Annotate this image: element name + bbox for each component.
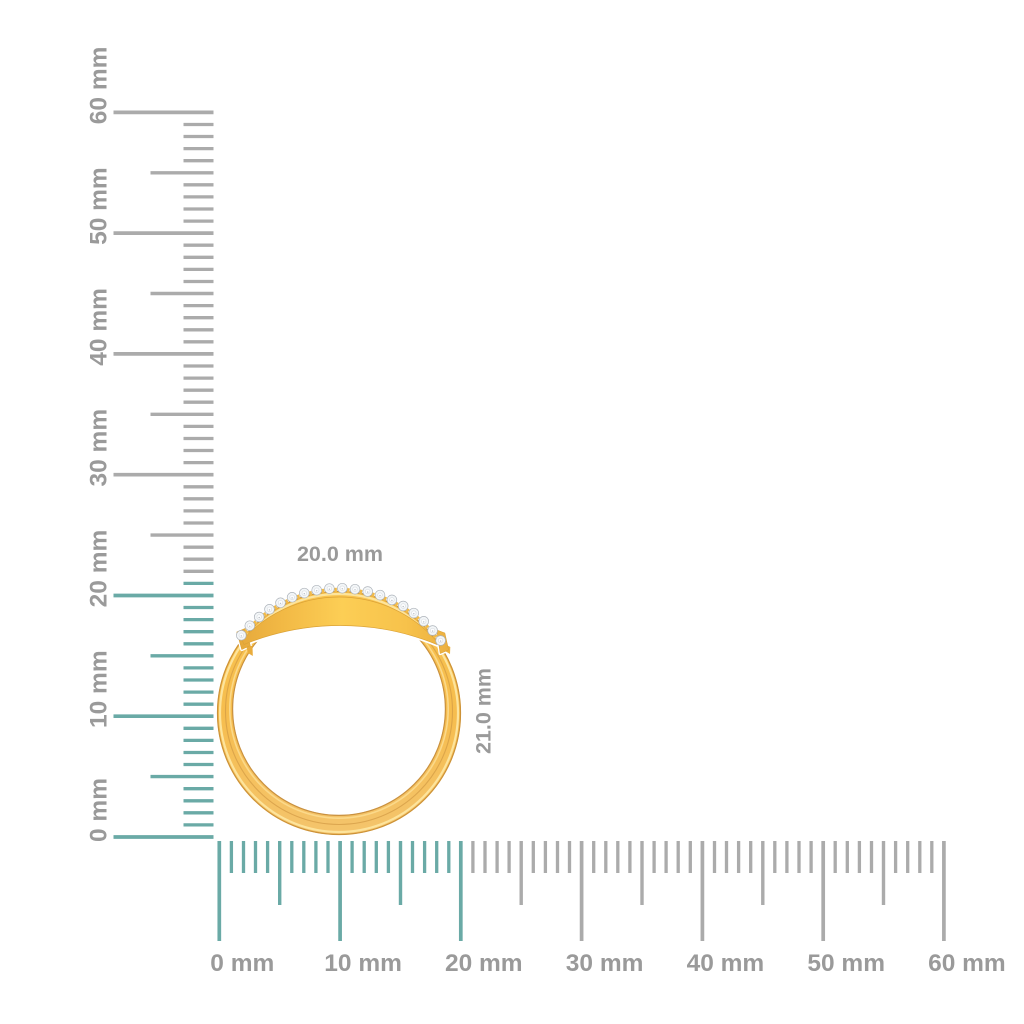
svg-text:50 mm: 50 mm bbox=[807, 950, 885, 977]
svg-text:10 mm: 10 mm bbox=[86, 650, 113, 728]
svg-text:40 mm: 40 mm bbox=[86, 288, 113, 366]
svg-text:21.0 mm: 21.0 mm bbox=[472, 668, 496, 754]
svg-text:10 mm: 10 mm bbox=[324, 950, 402, 977]
svg-text:60 mm: 60 mm bbox=[928, 950, 1006, 977]
svg-text:20 mm: 20 mm bbox=[86, 530, 113, 608]
svg-text:60 mm: 60 mm bbox=[86, 47, 113, 125]
svg-text:0 mm: 0 mm bbox=[210, 950, 274, 977]
svg-text:30 mm: 30 mm bbox=[566, 950, 644, 977]
svg-text:0 mm: 0 mm bbox=[86, 778, 113, 842]
svg-text:30 mm: 30 mm bbox=[86, 409, 113, 487]
svg-text:50 mm: 50 mm bbox=[86, 167, 113, 245]
svg-text:20 mm: 20 mm bbox=[445, 950, 523, 977]
svg-text:40 mm: 40 mm bbox=[687, 950, 765, 977]
svg-text:20.0 mm: 20.0 mm bbox=[297, 542, 383, 566]
